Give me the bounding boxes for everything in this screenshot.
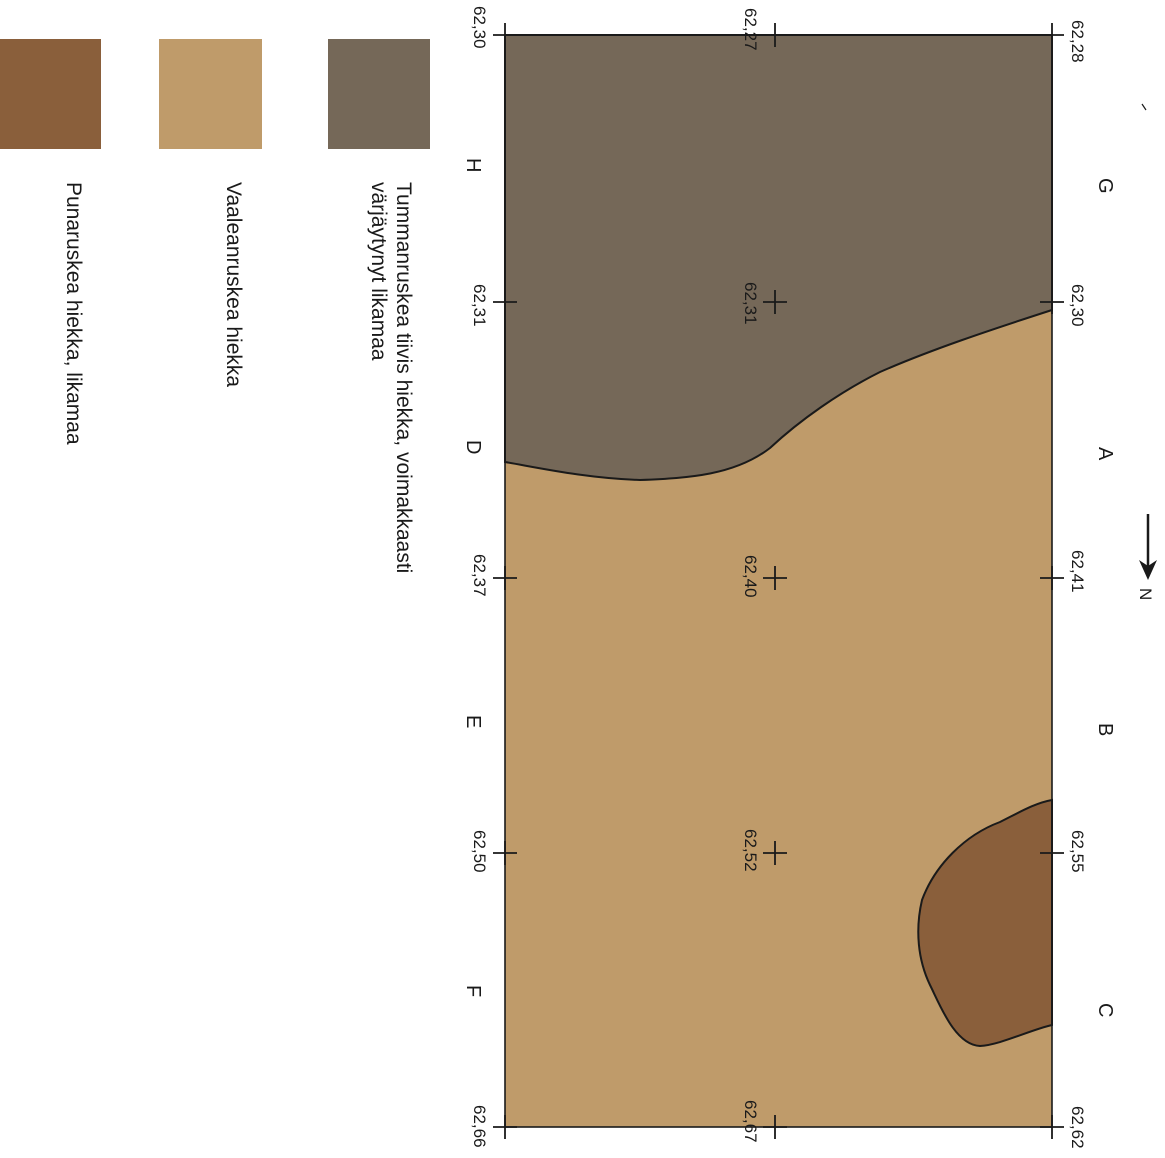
elevation-label: 62,67 — [741, 1100, 760, 1143]
elevation-label: 62,40 — [741, 555, 760, 598]
elevation-label: 62,31 — [741, 282, 760, 325]
legend-label-dark-soil-1: Tummanruskea tiivis hiekka, voimakkaasti — [392, 182, 415, 573]
legend-label-light-sand: Vaaleanruskea hiekka — [222, 182, 245, 387]
dark-soil-area — [504, 34, 1053, 482]
elevation-label: 62,50 — [470, 830, 489, 873]
elevation-label: 62,28 — [1068, 20, 1087, 63]
grid-letters-right: G A B C — [1094, 178, 1116, 1017]
legend-label-red-sand: Punaruskea hiekka, likamaa — [62, 182, 85, 445]
grid-letter: G — [1094, 178, 1116, 194]
dark-soil-swatch — [328, 39, 430, 149]
legend-text: Tummanruskea tiivis hiekka, voimakkaasti… — [62, 182, 415, 573]
corner-tick — [1141, 103, 1147, 111]
legend-label-dark-soil-2: värjäytynyt likamaa — [367, 182, 390, 361]
elevation-label: 62,62 — [1068, 1106, 1087, 1149]
grid-letters-left: H D E F — [462, 158, 484, 997]
grid-letter: E — [462, 715, 484, 728]
grid-letter: F — [462, 985, 484, 997]
light-sand-swatch — [159, 39, 262, 149]
red-sand-swatch — [0, 39, 101, 149]
elevation-label: 62,30 — [470, 6, 489, 49]
elevation-label: 62,52 — [741, 829, 760, 872]
elevations-left: 62,30 62,31 62,37 62,50 62,66 — [470, 6, 489, 1148]
elevation-label: 62,37 — [470, 554, 489, 597]
elevation-label: 62,55 — [1068, 830, 1087, 873]
elevation-label: 62,41 — [1068, 550, 1087, 593]
grid-markers — [493, 23, 1064, 1139]
elevation-label: 62,66 — [470, 1105, 489, 1148]
grid-letter: B — [1094, 723, 1116, 736]
grid-letter: A — [1094, 447, 1116, 461]
grid-letter: D — [462, 440, 484, 454]
elevation-label: 62,30 — [1068, 284, 1087, 327]
elevation-label: 62,31 — [470, 284, 489, 327]
north-arrow-icon: N — [1136, 514, 1157, 600]
elevations-right: 62,28 62,30 62,41 62,55 62,62 — [1068, 20, 1087, 1149]
elevation-label: 62,27 — [741, 8, 760, 51]
grid-letter: H — [462, 158, 484, 172]
north-label: N — [1136, 588, 1155, 600]
elevations-middle: 62,27 62,31 62,40 62,52 62,67 — [741, 8, 760, 1143]
red-sand-area — [917, 798, 1053, 1048]
grid-letter: C — [1094, 1003, 1116, 1017]
